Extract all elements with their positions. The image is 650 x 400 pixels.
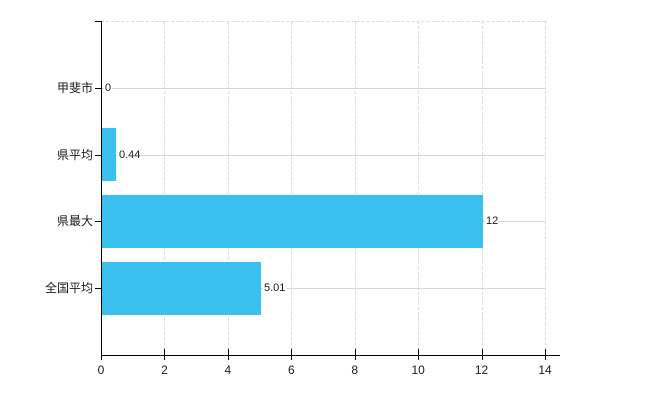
- bar: [102, 195, 483, 248]
- bar: [102, 128, 116, 181]
- vertical-gridline: [227, 21, 229, 355]
- y-axis-line: [101, 21, 102, 360]
- y-axis-top-tick: [95, 21, 101, 22]
- x-tick-label: 10: [411, 363, 425, 377]
- vertical-gridline: [291, 21, 293, 355]
- x-tick-label: 2: [161, 363, 168, 377]
- category-label: 県最大: [56, 214, 93, 228]
- x-axis-tick: [545, 349, 546, 360]
- vertical-gridline: [418, 21, 420, 355]
- x-tick-label: 6: [287, 363, 295, 377]
- category-label: 全国平均: [44, 281, 93, 295]
- vertical-gridline: [164, 21, 166, 355]
- bar-value-label: 5.01: [263, 282, 287, 294]
- category-label: 県平均: [56, 148, 93, 162]
- y-axis-tick: [95, 88, 101, 89]
- bar-value-label: 0: [104, 82, 113, 94]
- y-axis-tick: [95, 155, 101, 156]
- horizontal-gridline: [101, 88, 545, 89]
- x-tick-label: 14: [538, 363, 552, 377]
- x-axis-tick: [481, 349, 483, 360]
- horizontal-gridline: [101, 155, 545, 156]
- plot-top-border: [101, 21, 545, 22]
- vertical-gridline: [481, 21, 483, 355]
- y-axis-tick: [95, 288, 101, 289]
- x-tick-label: 0: [97, 363, 105, 377]
- bar-value-label: 12: [485, 215, 500, 227]
- x-axis-line: [101, 355, 560, 356]
- bar: [102, 262, 261, 315]
- x-axis-tick: [227, 349, 229, 360]
- x-axis-tick: [418, 349, 420, 360]
- x-tick-label: 12: [474, 363, 489, 377]
- category-label: 甲斐市: [56, 81, 93, 95]
- x-axis-tick: [354, 349, 356, 360]
- vertical-gridline: [354, 21, 356, 355]
- x-tick-label: 4: [224, 363, 232, 377]
- x-tick-label: 8: [351, 363, 359, 377]
- horizontal-gridline: [101, 288, 545, 289]
- y-axis-tick: [95, 221, 101, 222]
- vertical-gridline: [545, 21, 546, 355]
- x-axis-tick: [291, 349, 293, 360]
- x-axis-tick: [164, 349, 166, 360]
- bar-value-label: 0.44: [118, 149, 142, 161]
